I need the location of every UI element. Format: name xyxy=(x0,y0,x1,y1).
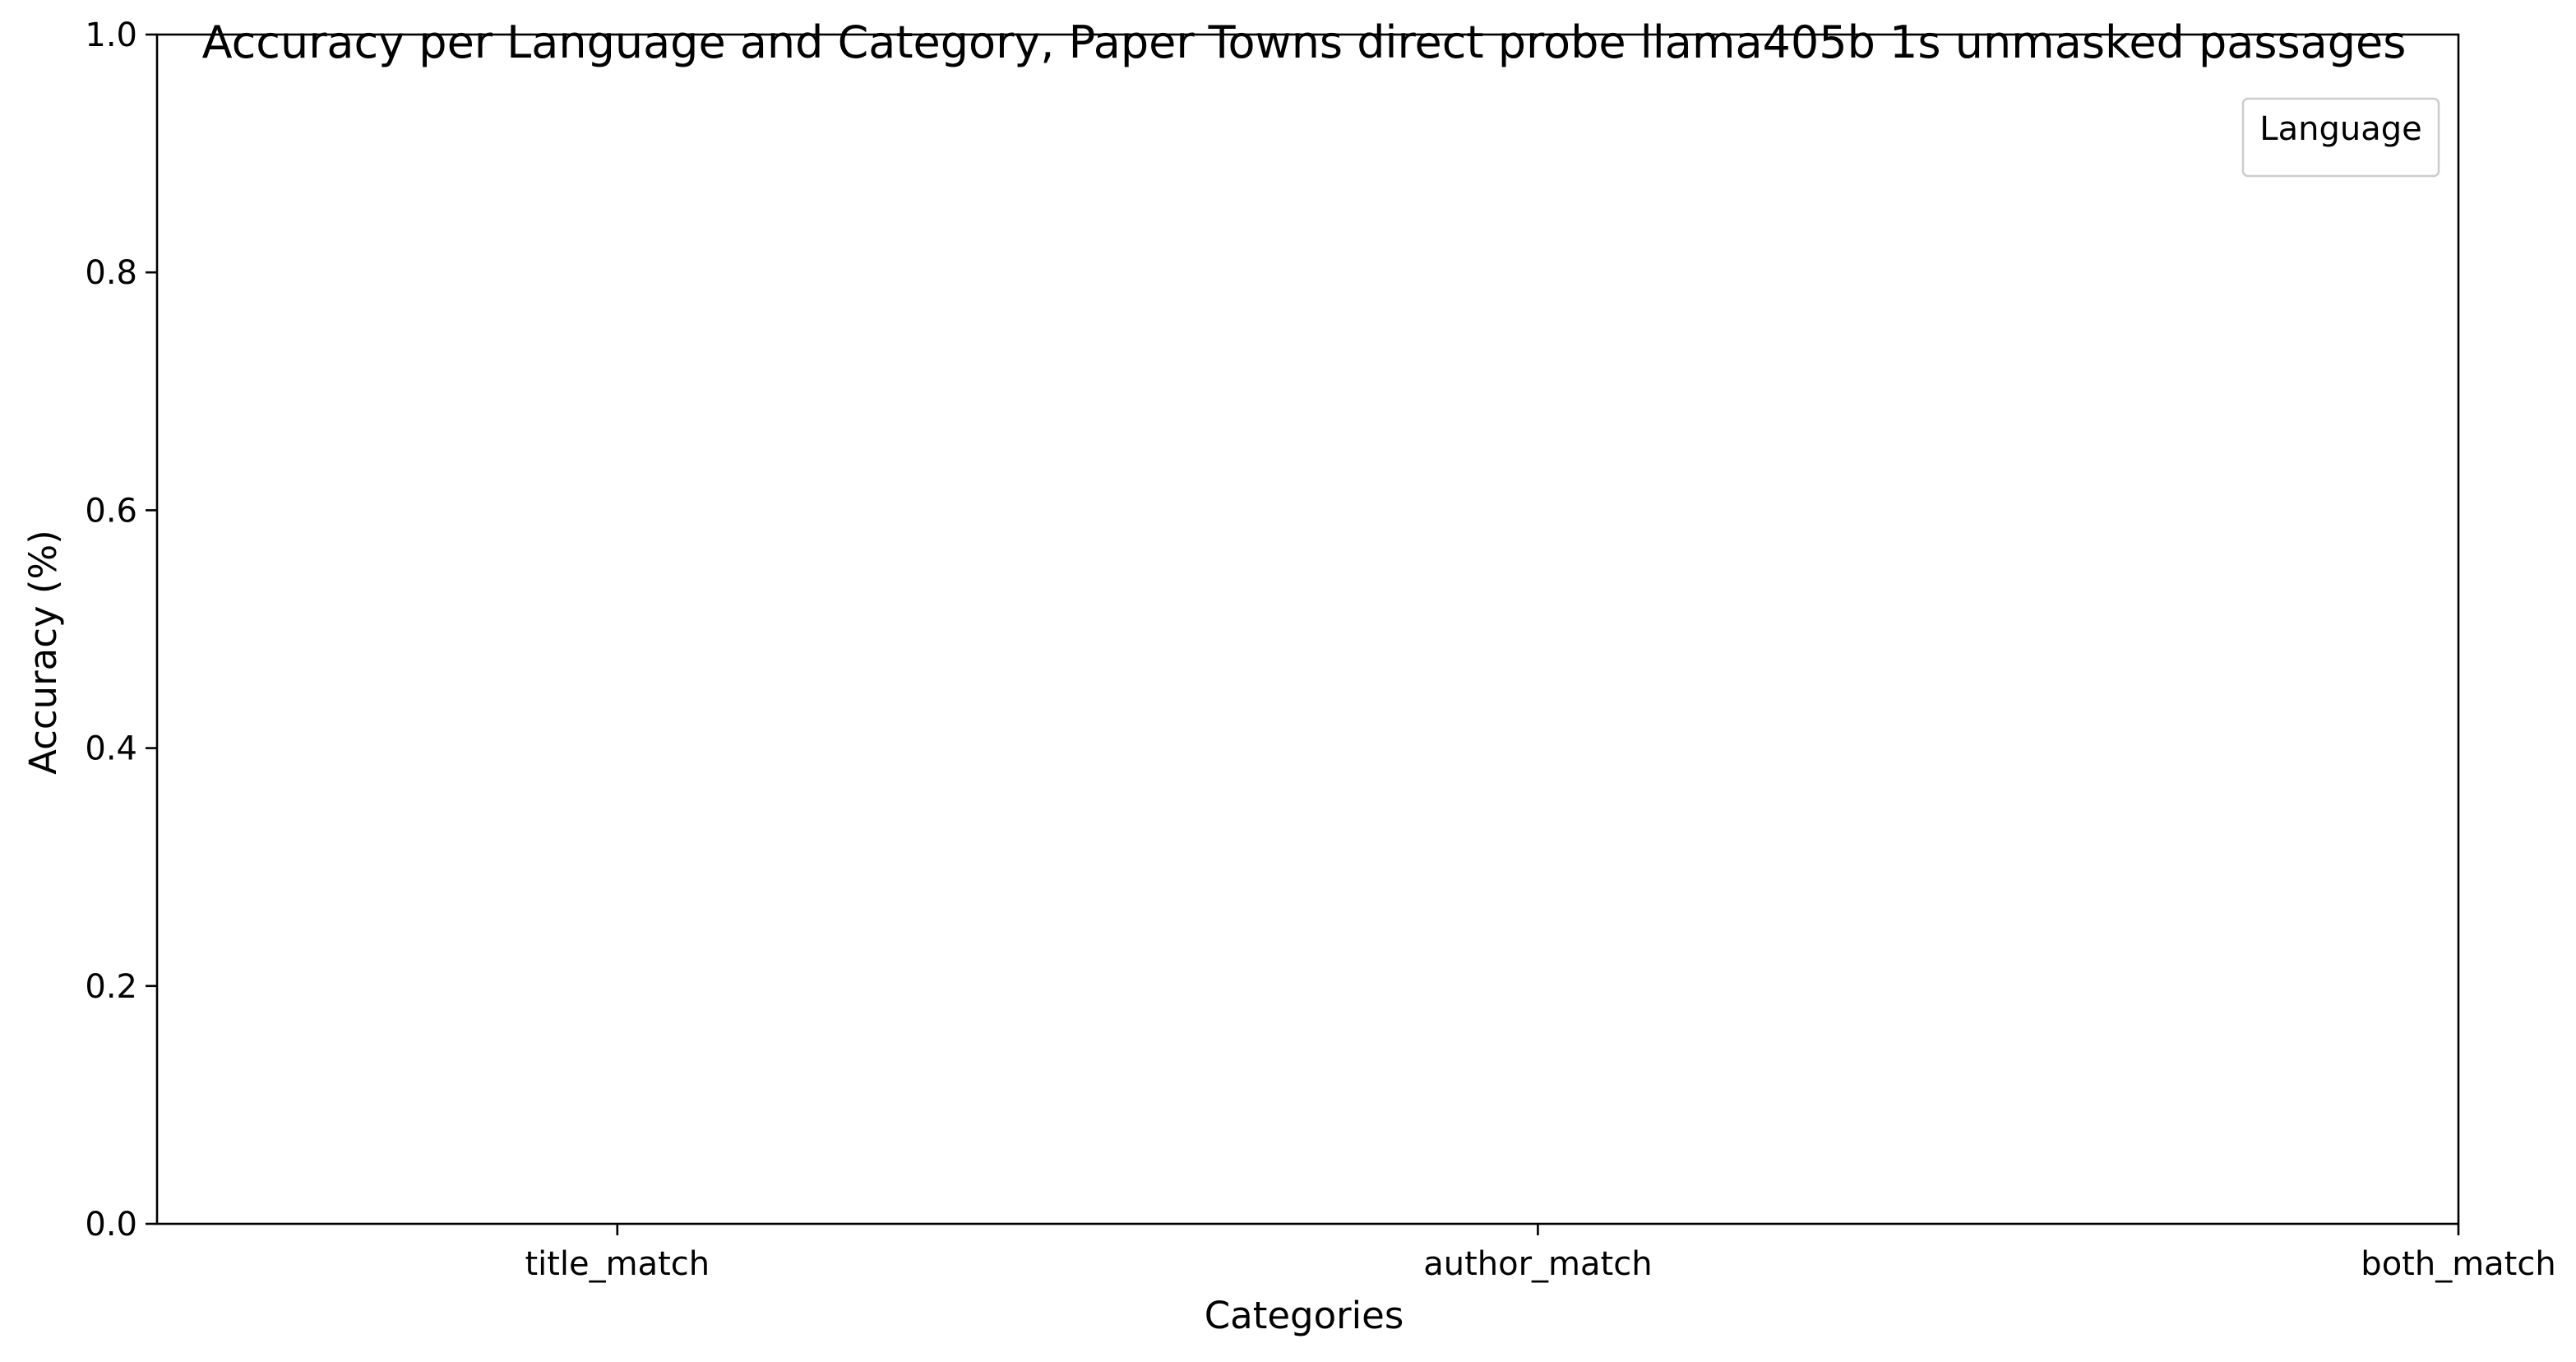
x-tick-label: title_match xyxy=(525,1245,710,1283)
legend: Language xyxy=(2241,97,2440,178)
plot-area-frame xyxy=(155,33,2460,1225)
x-tick-label: both_match xyxy=(2361,1245,2555,1283)
chart-title: Accuracy per Language and Category, Pape… xyxy=(202,16,2407,68)
x-axis-ticks: title_match author_match both_match xyxy=(525,1224,2556,1283)
y-tick-label: 0.6 xyxy=(85,492,137,530)
x-axis-label: Categories xyxy=(1205,1294,1404,1337)
legend-title: Language xyxy=(2259,110,2421,148)
y-tick-label: 0.4 xyxy=(85,730,137,768)
y-axis-ticks: 0.0 0.2 0.4 0.6 0.8 1.0 xyxy=(85,16,157,1244)
y-tick-label: 0.0 xyxy=(85,1206,137,1244)
legend-box xyxy=(2241,97,2440,178)
x-tick-label: author_match xyxy=(1423,1245,1652,1283)
y-axis-label: Accuracy (%) xyxy=(21,530,65,775)
y-tick-label: 0.2 xyxy=(85,968,137,1006)
y-tick-label: 1.0 xyxy=(85,16,137,54)
y-tick-label: 0.8 xyxy=(85,254,137,292)
